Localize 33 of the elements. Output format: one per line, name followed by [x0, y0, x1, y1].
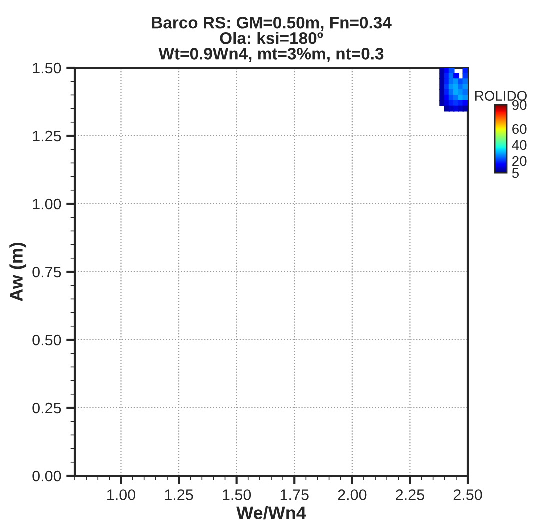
y-tick-label: 0.75 [32, 266, 62, 278]
x-tick-label: 1.50 [223, 490, 252, 500]
point [453, 73, 460, 80]
y-tick-label: 0.25 [32, 402, 62, 414]
x-tick-label: 1.25 [165, 490, 194, 500]
x-axis-title: We/Wn4 [236, 506, 306, 520]
point [462, 68, 468, 74]
color-bar-title: ROLIDO [476, 91, 527, 101]
x-tick-label: 1.00 [108, 490, 136, 500]
color-bar-label: 5 [512, 168, 520, 178]
x-tick-label: 1.75 [280, 490, 309, 500]
point [462, 94, 468, 101]
x-tick-label: 2.50 [454, 490, 482, 500]
point [462, 73, 468, 80]
point [462, 100, 468, 106]
color-bar-label: 20 [512, 156, 527, 166]
y-tick-label: 0.00 [32, 470, 62, 482]
y-tick-label: 1.25 [33, 130, 62, 142]
chart-title: Barco RS: GM=0.50m, Fn=0.34 Ola: ksi=180º Wt=0.9Wn4, mt=3%m, nt=0.3 [152, 16, 392, 62]
color-bar-label: 40 [512, 140, 527, 150]
x-tick-label: 2.00 [338, 490, 367, 500]
point [462, 90, 468, 96]
x-tick-label: 2.25 [396, 490, 424, 500]
point [448, 68, 455, 74]
y-tick-label: 1.50 [33, 62, 62, 74]
y-tick-label: 1.00 [33, 198, 62, 210]
color-bar-label: 60 [512, 124, 527, 134]
color-bar-label: 90 [512, 100, 527, 110]
y-axis-title: Aw (m) [10, 242, 27, 302]
point [462, 106, 468, 112]
point [462, 84, 468, 90]
point [462, 78, 468, 85]
y-tick-label: 0.50 [32, 334, 62, 346]
